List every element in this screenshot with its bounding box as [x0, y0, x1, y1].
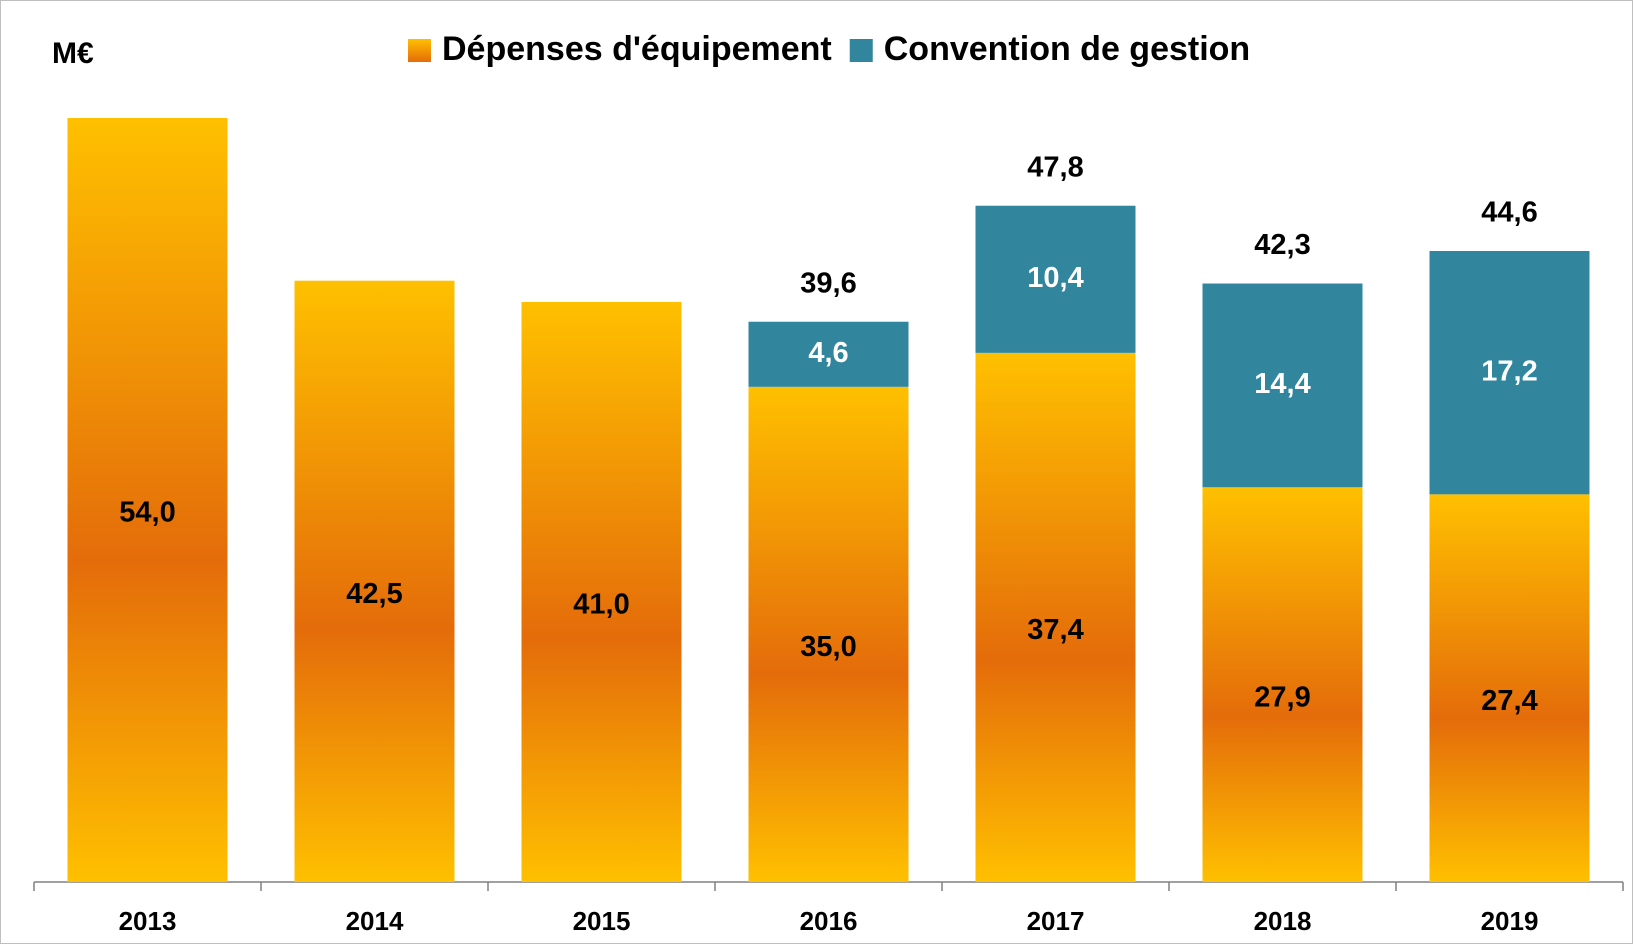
data-label: 10,4: [1027, 262, 1083, 294]
bar-segment: [975, 205, 1136, 353]
bar-segment: [1429, 250, 1590, 495]
legend-swatch: [408, 39, 431, 62]
x-tick-label: 2015: [573, 906, 631, 936]
data-label: 54,0: [119, 497, 175, 529]
data-label: 41,0: [573, 589, 629, 621]
bar-segment: [294, 280, 455, 882]
x-tick-label: 2014: [346, 906, 404, 936]
data-label: 14,4: [1254, 368, 1310, 400]
x-tick-label: 2013: [119, 906, 177, 936]
data-label: 42,5: [346, 578, 402, 610]
bar-segment: [748, 321, 909, 387]
x-tick-label: 2018: [1254, 906, 1312, 936]
total-label: 42,3: [1254, 229, 1310, 261]
x-tick-label: 2017: [1027, 906, 1085, 936]
data-label: 27,9: [1254, 681, 1310, 713]
bar-segment: [67, 118, 228, 882]
x-tick-label: 2019: [1481, 906, 1539, 936]
bar-segment: [748, 386, 909, 882]
data-label: 4,6: [808, 337, 848, 369]
data-label: 17,2: [1481, 355, 1537, 387]
bar-segment: [1202, 283, 1363, 488]
y-axis-label: M€: [52, 37, 94, 70]
legend-label: Dépenses d'équipement: [442, 30, 832, 68]
bar-segment: [521, 301, 682, 883]
data-label: 37,4: [1027, 614, 1083, 646]
total-label: 39,6: [800, 267, 856, 299]
data-label: 27,4: [1481, 685, 1537, 717]
legend-label: Convention de gestion: [884, 30, 1250, 68]
data-label: 35,0: [800, 631, 856, 663]
total-label: 44,6: [1481, 197, 1537, 229]
legend: Dépenses d'équipement Convention de gesti…: [408, 30, 1250, 68]
total-label: 47,8: [1027, 151, 1083, 183]
bar-segment: [1202, 487, 1363, 882]
bar-segment: [1429, 494, 1590, 882]
legend-swatch: [849, 39, 873, 62]
x-tick-label: 2016: [800, 906, 858, 936]
bar-segment: [975, 352, 1136, 882]
